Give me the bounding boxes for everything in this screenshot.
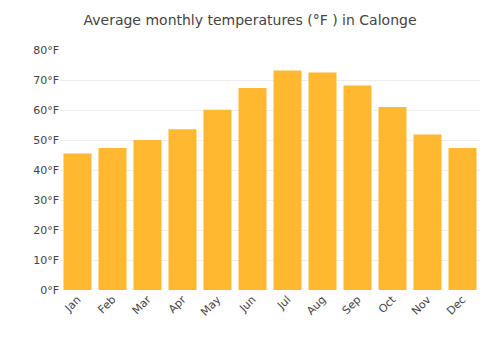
svg-text:Nov: Nov — [409, 293, 434, 318]
svg-text:Average monthly temperatures (: Average monthly temperatures (°F ) in Ca… — [83, 12, 416, 28]
svg-text:20°F: 20°F — [33, 224, 59, 237]
svg-text:30°F: 30°F — [33, 194, 59, 207]
svg-text:80°F: 80°F — [33, 44, 59, 57]
svg-text:Jun: Jun — [236, 293, 258, 315]
svg-text:Mar: Mar — [130, 293, 154, 317]
svg-text:Oct: Oct — [376, 293, 399, 316]
svg-text:60°F: 60°F — [33, 104, 59, 117]
svg-text:70°F: 70°F — [33, 74, 59, 87]
svg-text:Dec: Dec — [444, 293, 468, 317]
svg-text:Aug: Aug — [304, 293, 328, 317]
svg-text:May: May — [198, 293, 224, 319]
svg-text:Sep: Sep — [340, 293, 364, 317]
svg-text:0°F: 0°F — [40, 284, 59, 297]
svg-text:Feb: Feb — [96, 293, 119, 316]
svg-text:50°F: 50°F — [33, 134, 59, 147]
svg-text:40°F: 40°F — [33, 164, 59, 177]
svg-text:Jan: Jan — [62, 293, 84, 315]
svg-text:Apr: Apr — [166, 293, 189, 316]
svg-text:10°F: 10°F — [33, 254, 59, 267]
svg-text:Jul: Jul — [274, 293, 293, 312]
